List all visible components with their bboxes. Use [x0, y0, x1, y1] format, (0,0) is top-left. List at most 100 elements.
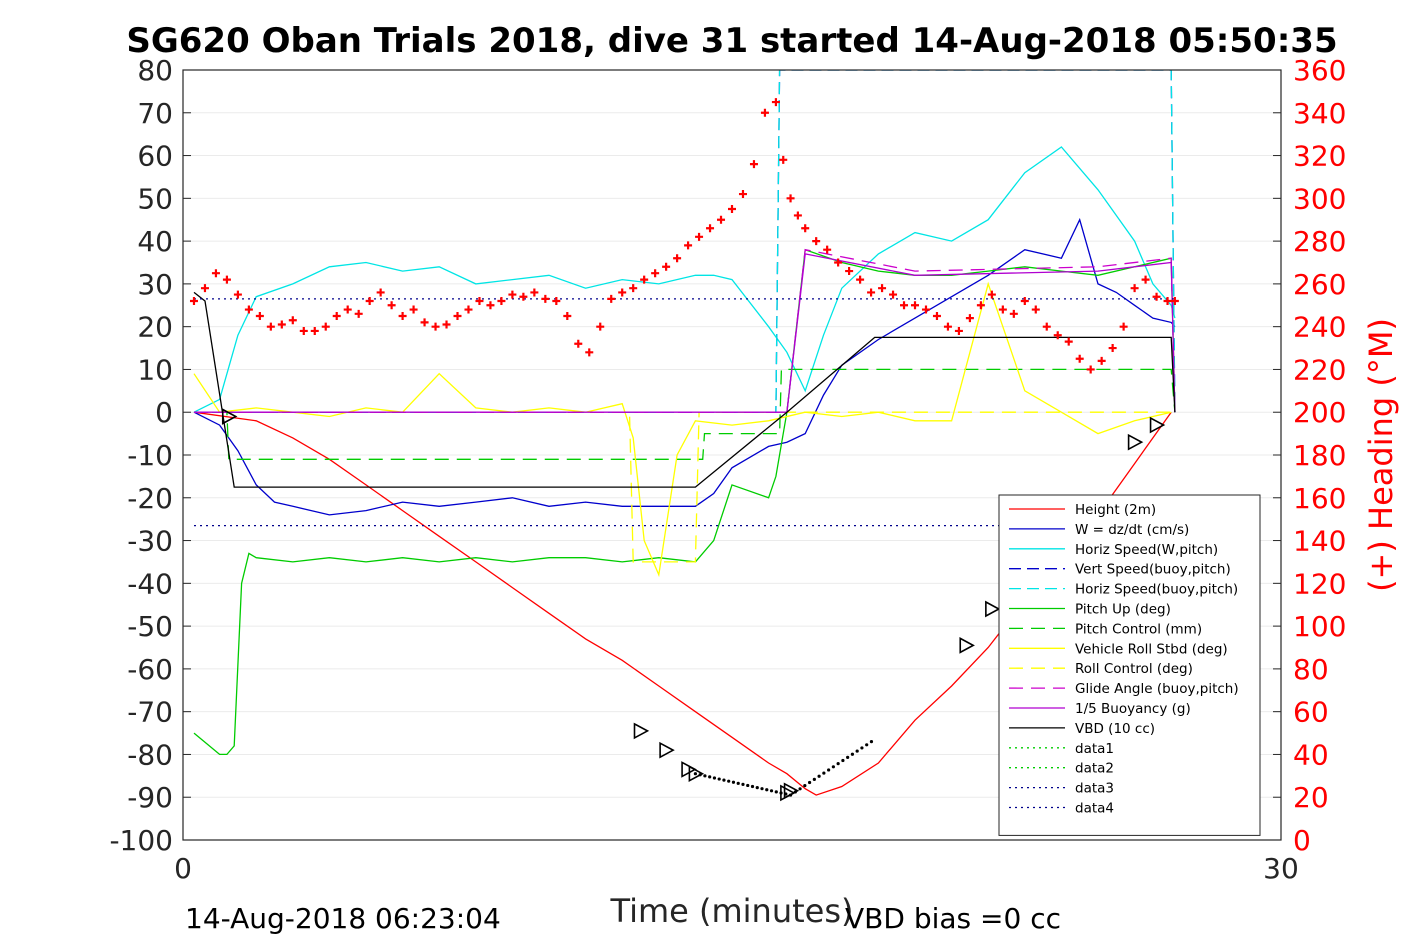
- x-axis-label: Time (minutes): [610, 892, 854, 930]
- y2-tick-label: 0: [1293, 824, 1311, 857]
- y2-tick-label: 100: [1293, 610, 1346, 643]
- y-tick-label: 0: [155, 396, 173, 429]
- footer-vbd-bias: VBD bias =0 cc: [845, 902, 1061, 935]
- legend-label-10: 1/5 Buoyancy (g): [1075, 701, 1191, 717]
- series-line-7: [193, 281, 1172, 578]
- y2-tick-label: 40: [1293, 738, 1329, 771]
- plot-frame: [182, 69, 1282, 841]
- y-tick-label: -70: [127, 696, 173, 729]
- y-tick-label: -40: [127, 567, 173, 600]
- heading-point: [1152, 292, 1161, 301]
- heading-point: [1042, 322, 1051, 331]
- y2-tick-label: 20: [1293, 781, 1329, 814]
- bottom-point: [746, 783, 750, 788]
- heading-point: [420, 318, 429, 327]
- footer-timestamp: 14-Aug-2018 06:23:04: [185, 902, 501, 935]
- heading-point: [834, 258, 843, 267]
- heading-point: [255, 311, 264, 320]
- chart-title: SG620 Oban Trials 2018, dive 31 started …: [126, 21, 1337, 61]
- legend-label-1: W = dz/dt (cm/s): [1075, 522, 1189, 538]
- y-tick-label: -80: [127, 738, 173, 771]
- legend-label-13: data2: [1075, 761, 1114, 777]
- y2-tick-label: 260: [1293, 268, 1346, 301]
- bottom-point: [827, 768, 831, 772]
- series-line-5: [193, 248, 1176, 756]
- y-tick-label: 70: [137, 97, 173, 130]
- bottom-point: [822, 771, 826, 775]
- heading-point: [541, 294, 550, 303]
- y-tick-label: 20: [137, 311, 173, 344]
- y2-tick-label: 160: [1293, 482, 1346, 515]
- heading-point: [911, 301, 919, 310]
- y-tick-label: -20: [127, 482, 173, 515]
- heading-point: [1130, 284, 1139, 293]
- heading-point: [563, 311, 572, 320]
- bottom-point: [779, 791, 783, 795]
- bottom-point: [860, 746, 864, 750]
- y-tick-label: -50: [127, 610, 173, 643]
- depth-triangle: [659, 741, 675, 759]
- heading-point: [1075, 354, 1084, 363]
- y-tick-label: 60: [137, 140, 173, 173]
- heading-point: [497, 297, 506, 305]
- bottom-point: [760, 787, 764, 791]
- legend-label-0: Height (2m): [1075, 502, 1156, 518]
- depth-triangle: [688, 765, 705, 783]
- right-axis-label: (+) Heading (°M): [1362, 318, 1400, 592]
- heading-point: [673, 254, 682, 263]
- heading-point: [618, 288, 627, 297]
- heading-point: [867, 288, 876, 297]
- legend-label-7: Vehicle Roll Stbd (deg): [1075, 641, 1228, 657]
- y-tick-label: 30: [137, 268, 173, 301]
- heading-point: [310, 326, 319, 335]
- heading-point: [900, 301, 909, 310]
- legend: Height (2m) W = dz/dt (cm/s) Horiz Speed(W…: [998, 494, 1261, 836]
- bottom-point: [769, 789, 774, 793]
- heading-point: [442, 320, 451, 329]
- heading-point: [812, 237, 821, 246]
- bottom-point: [836, 762, 840, 766]
- legend-label-2: Horiz Speed(W,pitch): [1075, 542, 1218, 558]
- heading-point: [332, 311, 341, 320]
- bottom-point: [793, 790, 797, 794]
- bottom-point: [812, 777, 816, 781]
- heading-point: [695, 232, 704, 241]
- heading-point: [965, 314, 974, 323]
- depth-triangle: [1127, 433, 1144, 451]
- bottom-point: [774, 790, 778, 794]
- heading-point: [856, 275, 865, 284]
- y-tick-label: 10: [137, 353, 173, 386]
- y-tick-label: 50: [137, 182, 173, 215]
- heading-point: [976, 301, 985, 310]
- heading-point: [932, 311, 941, 320]
- legend-label-4: Horiz Speed(buoy,pitch): [1075, 582, 1238, 598]
- heading-point: [189, 297, 198, 305]
- bottom-point: [798, 787, 802, 791]
- series-line-1: [193, 217, 1176, 516]
- heading-point: [728, 205, 736, 214]
- y2-tick-label: 360: [1293, 54, 1346, 87]
- heading-point: [771, 98, 780, 107]
- series-line-4: [194, 70, 1176, 413]
- legend-label-8: Roll Control (deg): [1075, 661, 1193, 677]
- heading-point: [943, 322, 952, 331]
- y-tick-label: -90: [127, 781, 173, 814]
- heading-point: [519, 292, 528, 301]
- y-tick-label: -100: [109, 824, 173, 857]
- heading-point: [398, 311, 407, 320]
- heading-point: [684, 241, 693, 250]
- heading-point: [1053, 331, 1062, 340]
- series-line-6: [194, 368, 1176, 460]
- heading-point: [1163, 297, 1172, 305]
- heading-point: [921, 305, 930, 314]
- heading-point: [376, 288, 385, 297]
- heading-point: [409, 305, 418, 314]
- legend-label-3: Vert Speed(buoy,pitch): [1075, 562, 1231, 578]
- heading-point: [475, 297, 484, 305]
- heading-point: [801, 224, 810, 233]
- bottom-point: [731, 780, 736, 784]
- y2-tick-label: 200: [1293, 396, 1346, 429]
- bottom-point: [869, 740, 874, 744]
- bottom-point: [803, 784, 807, 788]
- y2-tick-label: 80: [1293, 653, 1329, 686]
